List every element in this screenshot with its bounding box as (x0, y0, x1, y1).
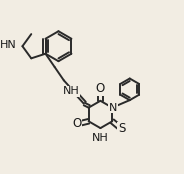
Text: O: O (72, 117, 81, 130)
Text: NH: NH (63, 86, 80, 96)
Text: N: N (109, 103, 117, 113)
Text: O: O (96, 82, 105, 95)
Text: HN: HN (0, 40, 17, 50)
Text: S: S (118, 122, 125, 135)
Text: NH: NH (92, 133, 109, 143)
